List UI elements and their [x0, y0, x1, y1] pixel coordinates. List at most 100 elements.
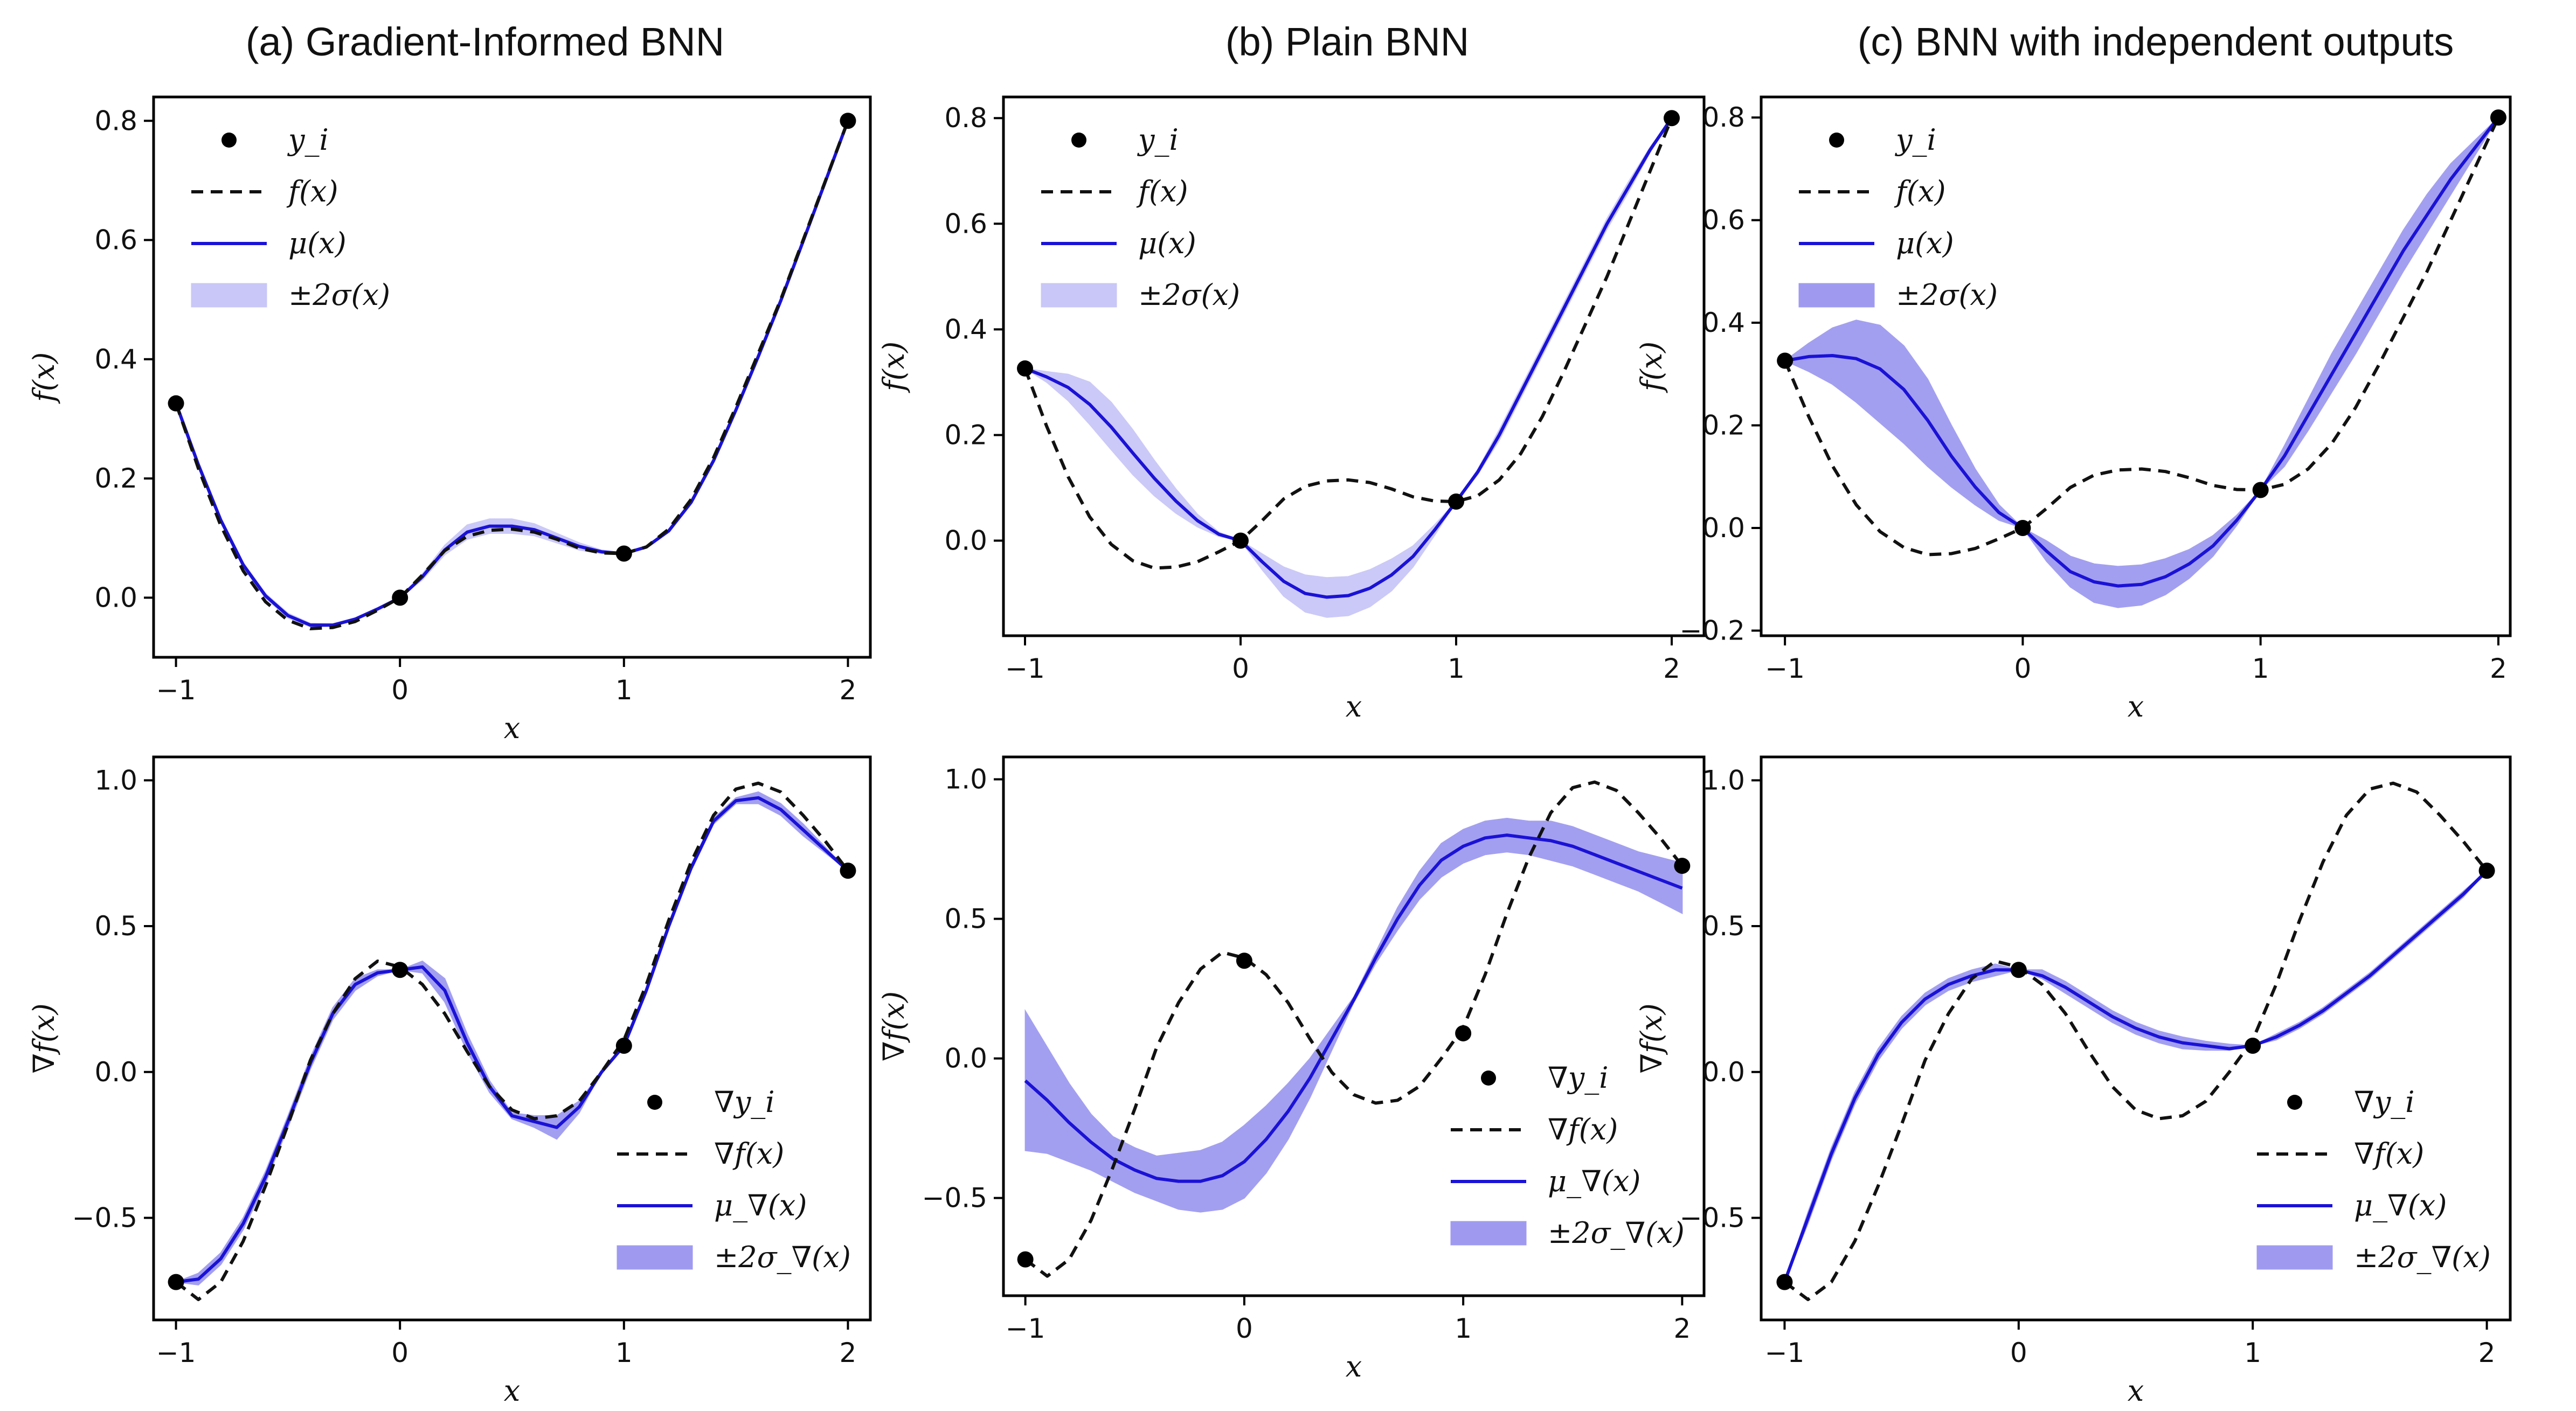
y-tick-label: 1.0	[944, 763, 987, 795]
data-point	[2010, 962, 2027, 978]
x-tick-label: 0	[391, 1337, 408, 1368]
legend-label-0: ∇y_i	[714, 1085, 774, 1119]
mean-line	[174, 120, 850, 627]
data-point	[615, 545, 632, 562]
uncertainty-band	[1024, 117, 1672, 618]
y-axis-label: ∇f(x)	[1635, 1003, 1668, 1073]
legend-marker-band	[1450, 1221, 1527, 1246]
y-tick-label: 0.0	[1702, 512, 1745, 544]
data-point	[1776, 1274, 1793, 1290]
y-tick-label: 0.2	[94, 463, 137, 494]
legend-label-0: y_i	[1895, 123, 1936, 157]
uncertainty-band	[175, 120, 849, 628]
legend-label-1: ∇f(x)	[2354, 1137, 2424, 1171]
true-function-line	[175, 781, 849, 1302]
data-point	[1777, 352, 1793, 369]
legend-marker-points	[1829, 133, 1844, 148]
legend-b_top: y_i f(x) μ(x) ±2σ(x)	[1041, 123, 1240, 312]
x-tick-label: 0	[1236, 1313, 1253, 1344]
axes-frame	[152, 755, 872, 1322]
x-tick-label: 0	[2010, 1337, 2027, 1368]
x-tick-label: 1	[2244, 1337, 2261, 1368]
legend-c_top: y_i f(x) μ(x) ±2σ(x)	[1798, 123, 1998, 312]
plot-area-b_top	[1023, 117, 1673, 618]
plot-area-a_top	[174, 120, 850, 630]
mean-line	[1024, 833, 1683, 1183]
axes-frame	[1760, 755, 2512, 1322]
x-tick-label: −1	[156, 675, 196, 706]
legend-marker-band	[191, 283, 267, 308]
y-tick-label: 0.0	[1702, 1056, 1745, 1088]
legend-label-1: ∇f(x)	[714, 1137, 784, 1171]
panel-a_top: −1 0 1 2 0.0 0.2 0.4 0.6 0.8 x f(x) y_i f(x) μ(x) ±2σ(…	[27, 95, 872, 745]
data-point	[1017, 1251, 1034, 1268]
y-tick-label: 0.8	[94, 105, 137, 136]
x-tick-label: 0	[1232, 653, 1249, 684]
y-tick-label: 0.4	[1702, 307, 1745, 338]
legend-label-2: μ(x)	[1138, 226, 1196, 260]
y-axis-label: ∇f(x)	[877, 991, 911, 1061]
x-tick-label: 2	[1673, 1313, 1691, 1344]
panel-b_top: −1 0 1 2 0.0 0.2 0.4 0.6 0.8 x f(x) y_i f(x) μ(x) ±2σ(…	[877, 95, 1706, 724]
y-tick-label: 0.5	[94, 910, 137, 942]
x-tick-label: 1	[615, 675, 633, 706]
data-point	[1236, 953, 1252, 969]
axes-frame	[1760, 95, 2512, 637]
legend-marker-band	[1041, 283, 1117, 308]
true-function-line	[1783, 116, 2500, 557]
legend-b_bot: ∇y_i ∇f(x) μ_∇(x) ±2σ_∇(x)	[1450, 1061, 1685, 1250]
legend-label-0: ∇y_i	[2354, 1085, 2414, 1119]
x-tick-label: 1	[615, 1337, 633, 1368]
y-tick-label: −0.2	[1680, 615, 1745, 646]
x-tick-label: −1	[156, 1337, 196, 1368]
y-tick-label: 0.6	[944, 208, 987, 239]
x-axis-label: x	[2128, 1374, 2144, 1408]
data-point	[1232, 532, 1249, 549]
x-tick-label: −1	[1005, 653, 1045, 684]
legend-marker-points	[2287, 1095, 2302, 1110]
y-tick-label: 1.0	[94, 764, 137, 796]
legend-label-1: f(x)	[286, 175, 338, 208]
legend-label-3: ±2σ_∇(x)	[1548, 1216, 1685, 1250]
legend-c_bot: ∇y_i ∇f(x) μ_∇(x) ±2σ_∇(x)	[2256, 1085, 2491, 1274]
legend-label-2: μ_∇(x)	[1548, 1164, 1640, 1198]
legend-label-2: μ_∇(x)	[2354, 1188, 2447, 1222]
data-point	[1455, 1025, 1472, 1041]
y-tick-label: −0.5	[922, 1183, 987, 1214]
plot-area-b_bot	[1024, 780, 1684, 1278]
data-point	[1448, 493, 1464, 510]
legend-label-3: ±2σ_∇(x)	[714, 1240, 851, 1274]
legend-marker-points	[1071, 133, 1086, 148]
data-point	[2252, 482, 2269, 498]
x-tick-label: 2	[2478, 1337, 2496, 1368]
legend-label-2: μ(x)	[1896, 226, 1954, 260]
legend-label-0: ∇y_i	[1548, 1061, 1608, 1095]
legend-a_top: y_i f(x) μ(x) ±2σ(x)	[191, 123, 390, 312]
x-tick-label: −1	[1765, 1337, 1805, 1368]
y-tick-label: 0.8	[1702, 102, 1745, 133]
legend-label-0: y_i	[1137, 123, 1179, 157]
y-tick-label: −0.5	[1680, 1202, 1745, 1233]
data-point	[2478, 863, 2495, 879]
legend-label-1: f(x)	[1894, 175, 1946, 208]
y-tick-label: 0.6	[94, 225, 137, 256]
x-tick-label: −1	[1765, 653, 1805, 684]
x-tick-label: 1	[1455, 1313, 1472, 1344]
axes-frame	[152, 95, 872, 659]
x-tick-label: −1	[1006, 1313, 1045, 1344]
legend-marker-points	[221, 133, 237, 148]
title-b: (b) Plain BNN	[1225, 19, 1470, 64]
y-axis-label: ∇f(x)	[27, 1003, 61, 1073]
legend-label-3: ±2σ(x)	[288, 278, 390, 312]
data-point	[392, 962, 408, 978]
y-tick-label: 0.5	[1702, 910, 1745, 942]
y-axis-label: f(x)	[27, 352, 61, 405]
title-a: (a) Gradient-Informed BNN	[245, 19, 725, 64]
y-tick-label: 0.4	[94, 344, 137, 375]
x-tick-label: 2	[2490, 653, 2507, 684]
mean-line	[1783, 870, 2488, 1283]
data-point	[840, 863, 856, 879]
x-tick-label: 2	[840, 675, 857, 706]
mean-line	[1024, 117, 1673, 599]
